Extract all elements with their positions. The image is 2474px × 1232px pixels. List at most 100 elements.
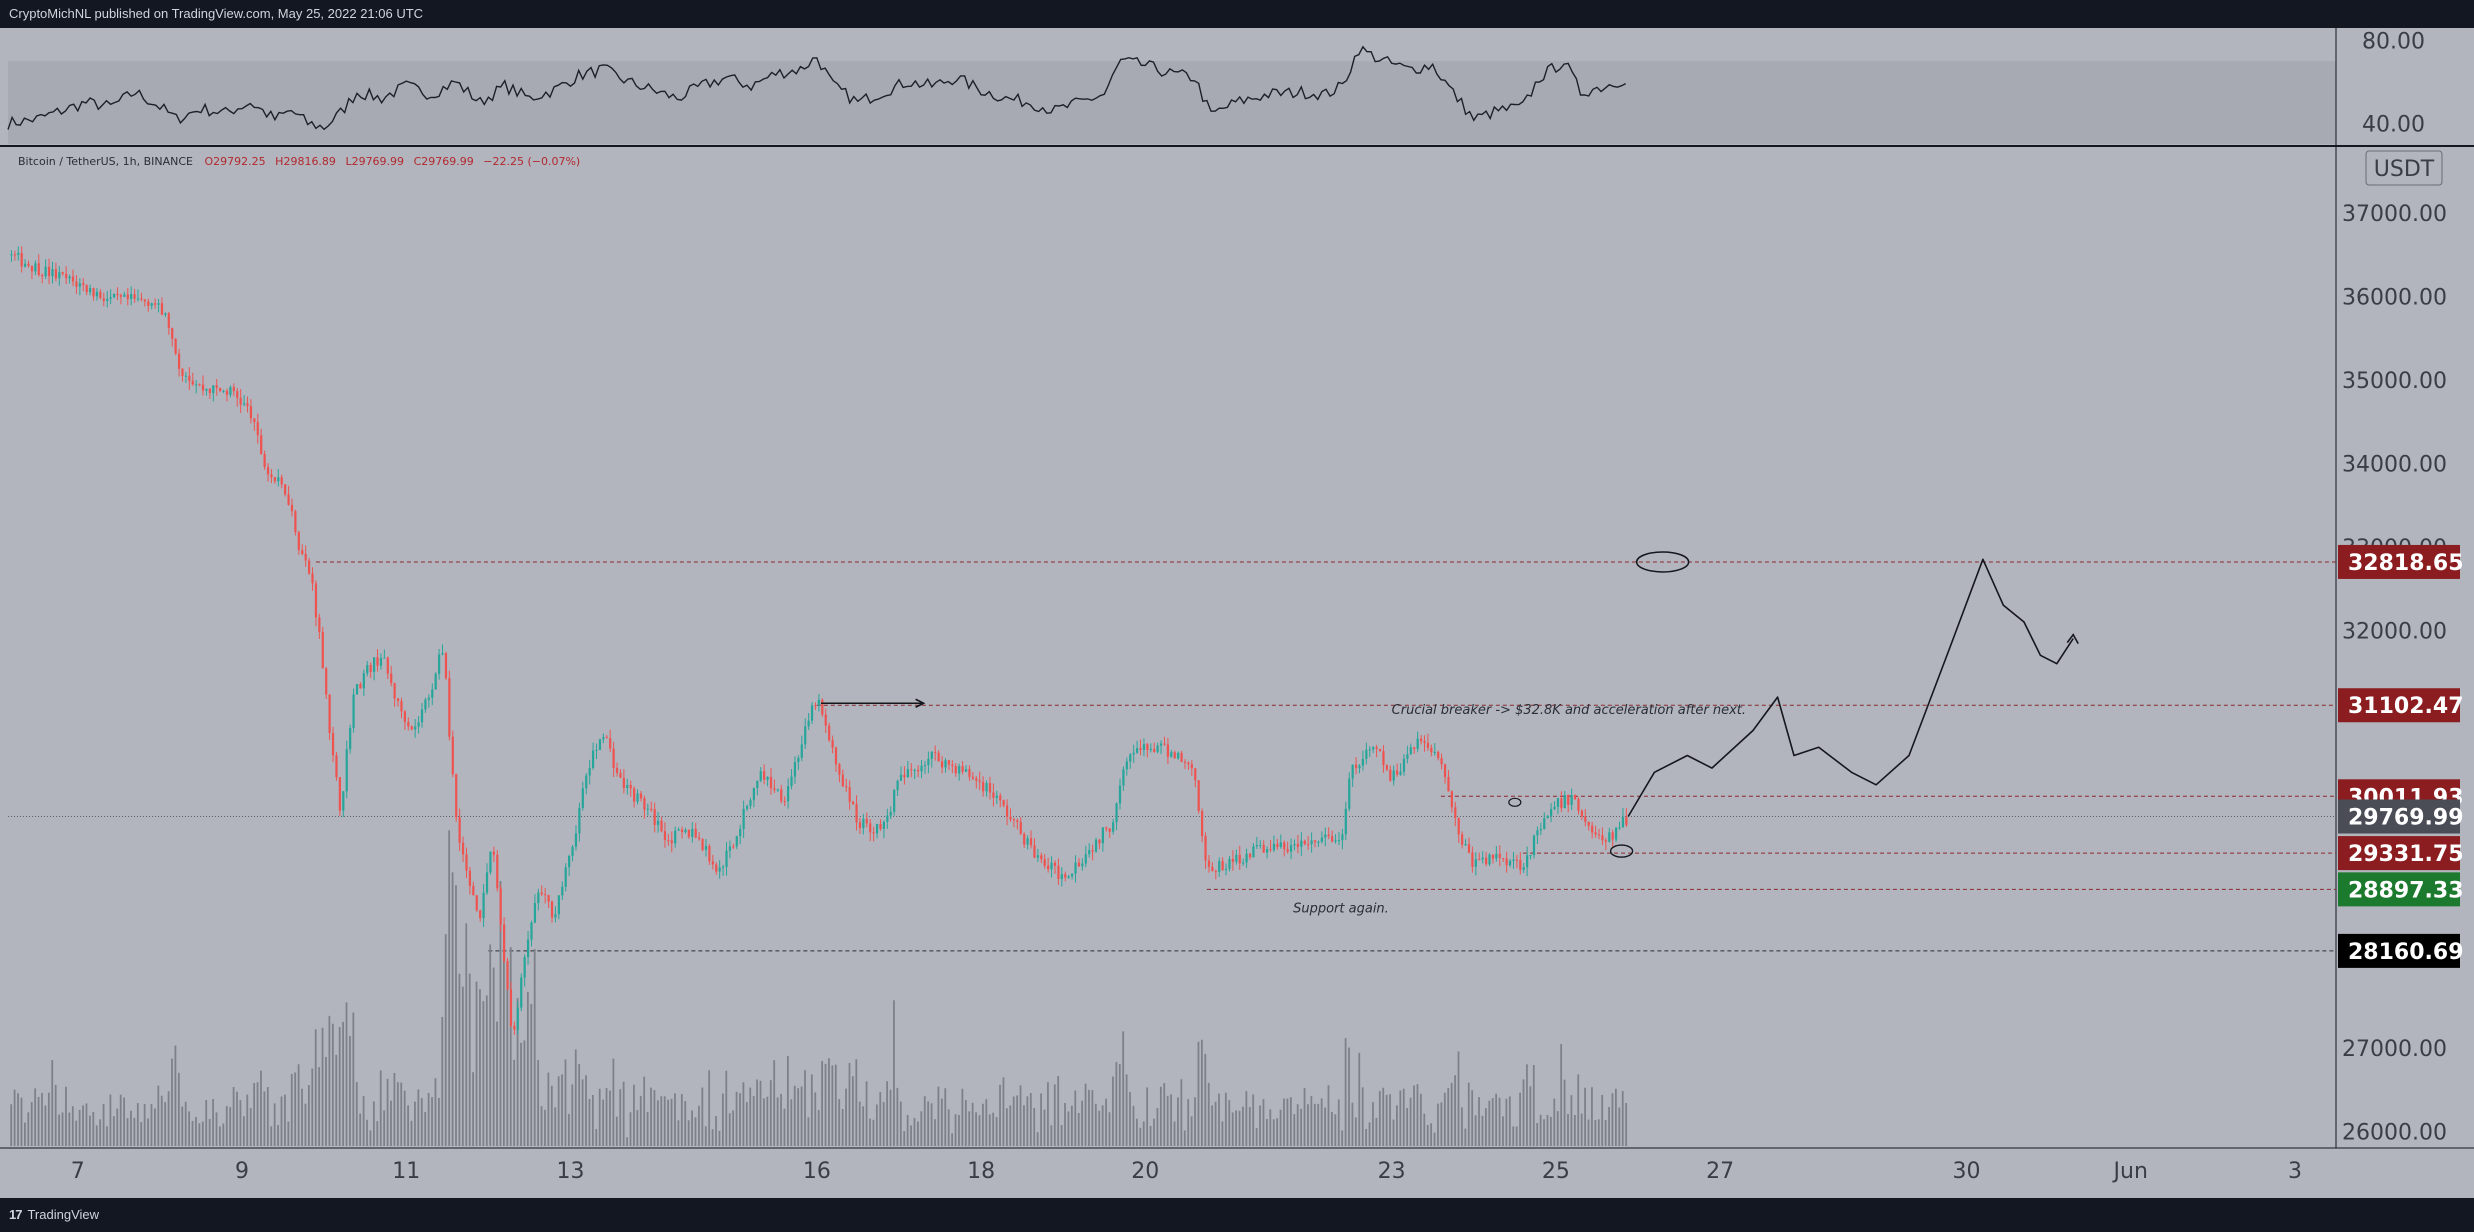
candle-body [1416,738,1419,749]
volume-bar [1484,1108,1487,1146]
breaker-mark[interactable] [1508,797,1522,807]
candle-body [1125,761,1128,770]
volume-bar [1074,1090,1077,1146]
candle-body [1190,764,1193,769]
currency-box[interactable] [2365,150,2443,186]
candle-body [773,788,776,791]
volume-bar [1519,1092,1521,1146]
volume-bar [1611,1093,1614,1146]
candle-body [1159,743,1163,746]
candle-body [242,403,246,405]
candle-body [229,387,232,395]
candle-body [1064,874,1067,878]
volume-bar [1406,1107,1409,1146]
volume-bar [1296,1104,1299,1146]
volume-bar [359,1113,362,1146]
candle-body [578,807,581,834]
volume-bar [1163,1083,1166,1146]
candle-body [143,299,146,302]
candle-body [417,722,420,727]
volume-bar [742,1082,745,1146]
candle-body [605,737,608,739]
volume-bar [71,1106,74,1146]
volume-bar [1238,1110,1241,1146]
volume-bar [739,1093,741,1146]
volume-bar [1597,1119,1600,1146]
volume-bar [1382,1087,1385,1146]
candle-body [1368,749,1371,751]
candle-body [338,777,341,811]
candle-body [790,776,793,787]
candle-body [17,253,20,255]
candle-body [437,654,441,674]
candle-body [1464,844,1467,846]
volume-bar [1461,1107,1463,1146]
candle-body [581,788,584,808]
candle-body [988,783,992,793]
projection-path[interactable] [1627,558,2074,817]
volume-bar [568,1113,570,1146]
candle-body [1129,754,1132,762]
volume-bar [352,1012,355,1146]
volume-bar [147,1118,149,1146]
volume-bar [174,1045,177,1146]
candle-body [294,511,297,533]
candle-body [889,811,892,816]
volume-bar [824,1063,827,1146]
price-badge-label: 28160.69 [2348,940,2464,965]
volume-bar [54,1084,57,1146]
target-circle[interactable] [1635,551,1690,573]
volume-bar [376,1121,379,1146]
price-chart[interactable]: 80.00 40.00 Bitcoin / TetherUS, 1h, BINAN… [0,28,2474,1198]
candle-body [99,291,102,299]
candle-body [1573,795,1577,800]
candle-body [1187,762,1190,765]
candle-body [75,281,78,287]
candle-body [290,504,294,512]
price-badge-label: 31102.47 [2348,694,2464,719]
price-tick-label: 35000.00 [2342,369,2447,394]
candle-body [721,866,725,868]
currency-label[interactable]: USDT [2374,157,2435,182]
candle-body [106,298,109,302]
candle-body [1519,859,1522,870]
volume-bar [277,1125,279,1146]
volume-bar [626,1137,628,1146]
candle-body [1549,809,1553,816]
candle-body [834,747,838,765]
candle-body [1344,808,1347,835]
support-circle[interactable] [1609,844,1634,858]
volume-bar [793,1085,796,1146]
volume-bar [85,1103,88,1146]
volume-bar [951,1133,954,1146]
volume-bar [366,1119,368,1146]
chart-annotation[interactable]: Crucial breaker -> $32.8K and accelerati… [1392,703,1746,718]
volume-bar [75,1120,78,1146]
volume-bar [294,1072,297,1146]
volume-bar [1153,1118,1155,1146]
volume-bar [444,934,447,1146]
volume-bar [1580,1113,1583,1146]
chart-annotation[interactable]: Support again. [1293,902,1389,917]
price-tick-label: 37000.00 [2342,202,2447,227]
candle-body [862,818,865,828]
candle-body [236,391,239,398]
volume-bar [297,1064,300,1146]
volume-bar [451,872,454,1146]
candle-body [1327,834,1330,837]
candle-body [410,726,413,730]
candle-body [1354,764,1358,769]
candle-body [1245,853,1248,863]
volume-bar [629,1112,632,1146]
volume-bar [845,1088,847,1146]
volume-bar [181,1106,184,1146]
candle-body [1543,818,1546,830]
candle-body [1242,862,1245,864]
volume-bar [434,1078,437,1146]
volume-bar [841,1109,844,1146]
candle-body [1361,758,1365,766]
candle-body [1334,840,1337,842]
volume-bar [1105,1098,1107,1146]
volume-bar [701,1087,704,1146]
price-badge-label: 29331.75 [2348,842,2464,867]
